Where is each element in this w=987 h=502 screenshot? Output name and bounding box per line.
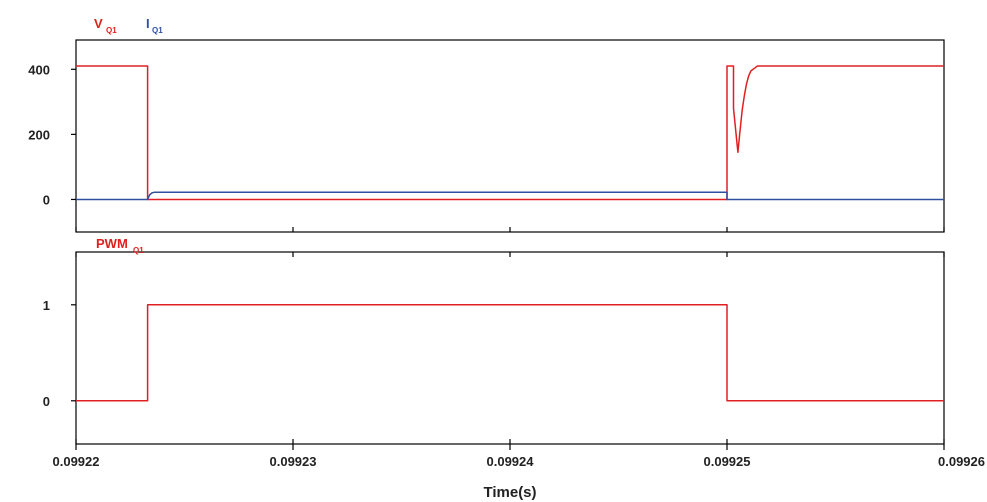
series-line-iq1 [76, 191, 944, 201]
top-legend: V Q1 I Q1 [94, 16, 163, 35]
xtick-label: 0.09924 [487, 454, 535, 469]
top-series-group [76, 65, 944, 201]
bottom-legend: PWM Q1 [96, 236, 144, 255]
top-ytick-label: 400 [28, 62, 50, 77]
legend-vq1-main: V [94, 16, 103, 31]
bottom-ytick-label: 1 [43, 298, 50, 313]
bottom-plot-frame [75, 251, 945, 445]
top-y-axis: 0 200 400 [28, 62, 76, 207]
bottom-panel: 01 0.09922 0.09923 0.09924 0.09925 0.09926 P… [43, 227, 985, 501]
legend-iq1-sub: Q1 [152, 26, 163, 35]
x-axis: 0.09922 0.09923 0.09924 0.09925 0.09926 [53, 227, 985, 469]
bottom-series-group [76, 304, 944, 402]
top-panel: 0 200 400 V Q1 I Q1 [28, 16, 945, 233]
legend-pwmq1-main: PWM [96, 236, 128, 251]
xtick-label: 0.09926 [938, 454, 985, 469]
x-axis-title: Time(s) [483, 484, 536, 501]
legend-pwmq1-sub: Q1 [133, 246, 144, 255]
xtick-label: 0.09922 [53, 454, 100, 469]
series-line-pwmq1 [76, 304, 944, 402]
top-ytick-label: 0 [43, 192, 50, 207]
legend-vq1-sub: Q1 [106, 26, 117, 35]
top-ytick-label: 200 [28, 127, 50, 142]
bottom-y-axis: 01 [43, 298, 76, 409]
xtick-label: 0.09925 [704, 454, 751, 469]
series-line-vq1 [76, 65, 944, 201]
top-plot-frame [75, 39, 945, 233]
legend-iq1-main: I [146, 16, 150, 31]
xtick-label: 0.09923 [270, 454, 317, 469]
bottom-ytick-label: 0 [43, 394, 50, 409]
